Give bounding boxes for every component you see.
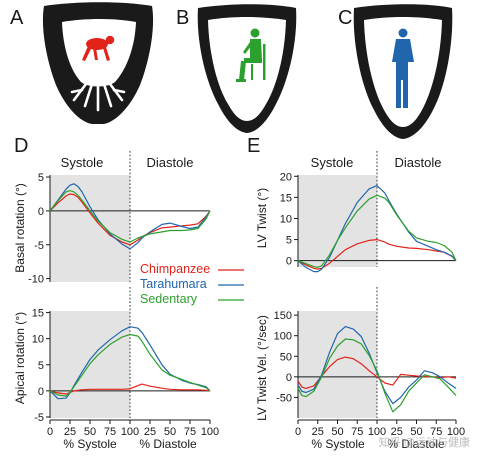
- x-tick-label: 50: [84, 426, 96, 438]
- y-tick-label: 5: [38, 172, 44, 184]
- panel-label-b: B: [176, 7, 189, 29]
- basal-rotation-plot: 5 0 -5 -10: [28, 151, 211, 286]
- legend-label-chimpanzee: Chimpanzee: [140, 262, 210, 276]
- y-tick-label: 5: [286, 235, 292, 247]
- y-tick-label: 5: [38, 360, 44, 372]
- x-tick-label: 75: [104, 426, 116, 438]
- diastole-label-d: Diastole: [147, 155, 194, 170]
- x-tick-label: 50: [164, 426, 176, 438]
- x-tick-label: 50: [331, 426, 343, 438]
- y-tick-label: 150: [274, 310, 292, 322]
- x-axis-title-systole-d: % Systole: [63, 437, 117, 451]
- panel-label-a: A: [10, 7, 24, 29]
- series-line-sedentary: [49, 333, 211, 397]
- lv-twist-velocity-plot: 150 100 50 0 -50 0 25 50 75 100 25 50 75 100: [274, 287, 465, 438]
- y-axis-title-apical: Apical rotation (°): [13, 312, 27, 404]
- panel-label-c: C: [338, 7, 352, 29]
- y-tick-label: -5: [34, 240, 44, 252]
- x-tick-label: 100: [368, 426, 386, 438]
- systole-label-d: Systole: [61, 155, 104, 170]
- seated-human-icon: [236, 28, 266, 82]
- series-line-sedentary: [49, 190, 211, 243]
- x-tick-label: 25: [64, 426, 76, 438]
- series-line-chimpanzee: [49, 383, 211, 395]
- y-tick-label: -10: [28, 274, 44, 286]
- heart-b: [197, 4, 297, 133]
- x-tick-label: 100: [121, 426, 139, 438]
- series-line-tarahumara: [297, 185, 457, 273]
- legend: Chimpanzee Tarahumara Sedentary: [140, 262, 244, 306]
- y-tick-label: 0: [38, 206, 44, 218]
- y-tick-label: 0: [38, 386, 44, 398]
- x-axis-title-diastole-d: % Diastole: [139, 437, 197, 451]
- y-tick-label: 15: [280, 192, 292, 204]
- legend-label-sedentary: Sedentary: [140, 292, 198, 306]
- heart-c: [353, 4, 453, 139]
- y-tick-label: 100: [274, 331, 292, 343]
- x-tick-label: 0: [47, 426, 53, 438]
- x-tick-label: 50: [410, 426, 422, 438]
- panel-label-e: E: [247, 135, 260, 157]
- systole-shading: [298, 175, 377, 267]
- y-tick-label: 50: [280, 351, 292, 363]
- chimpanzee-icon: [82, 35, 115, 61]
- x-tick-label: 0: [295, 426, 301, 438]
- lv-twist-plot: 20 15 10 5 0: [280, 151, 457, 273]
- x-tick-label: 25: [312, 426, 324, 438]
- y-tick-label: -5: [34, 412, 44, 424]
- x-tick-label: 25: [391, 426, 403, 438]
- y-tick-label: 10: [280, 213, 292, 225]
- y-tick-label: 20: [280, 171, 292, 183]
- standing-human-icon: [392, 28, 414, 108]
- x-tick-label: 75: [184, 426, 196, 438]
- x-tick-label: 25: [144, 426, 156, 438]
- y-tick-label: 10: [32, 334, 44, 346]
- x-tick-label: 75: [351, 426, 363, 438]
- y-tick-label: 0: [286, 256, 292, 268]
- systole-shading: [50, 175, 130, 282]
- series-line-chimpanzee: [297, 239, 457, 270]
- y-axis-title-basal: Basal rotation (°): [13, 183, 27, 273]
- series-line-sedentary: [297, 338, 457, 413]
- y-axis-title-twist: LV Twist (°): [255, 188, 269, 248]
- panel-label-d: D: [14, 135, 28, 157]
- series-line-chimpanzee: [49, 193, 211, 246]
- x-tick-label: 75: [430, 426, 442, 438]
- x-tick-label: 100: [201, 426, 219, 438]
- systole-label-e: Systole: [311, 155, 354, 170]
- x-axis-title-systole-e: % Systole: [311, 437, 365, 451]
- systole-shading: [298, 311, 377, 418]
- watermark: 知乎 @运动与健康: [379, 435, 470, 449]
- x-axis-title-diastole-e: % Diastole: [387, 437, 445, 451]
- y-axis-title-twist-vel: LV Twist Vel. (°/sec): [255, 315, 269, 421]
- y-tick-label: 15: [32, 308, 44, 320]
- series-line-tarahumara: [49, 183, 211, 250]
- legend-label-tarahumara: Tarahumara: [140, 277, 207, 291]
- x-tick-label: 100: [447, 426, 465, 438]
- y-tick-label: -50: [276, 392, 292, 404]
- diastole-label-e: Diastole: [395, 155, 442, 170]
- series-line-sedentary: [297, 194, 457, 268]
- y-tick-label: 0: [286, 372, 292, 384]
- heart-a: [42, 2, 154, 124]
